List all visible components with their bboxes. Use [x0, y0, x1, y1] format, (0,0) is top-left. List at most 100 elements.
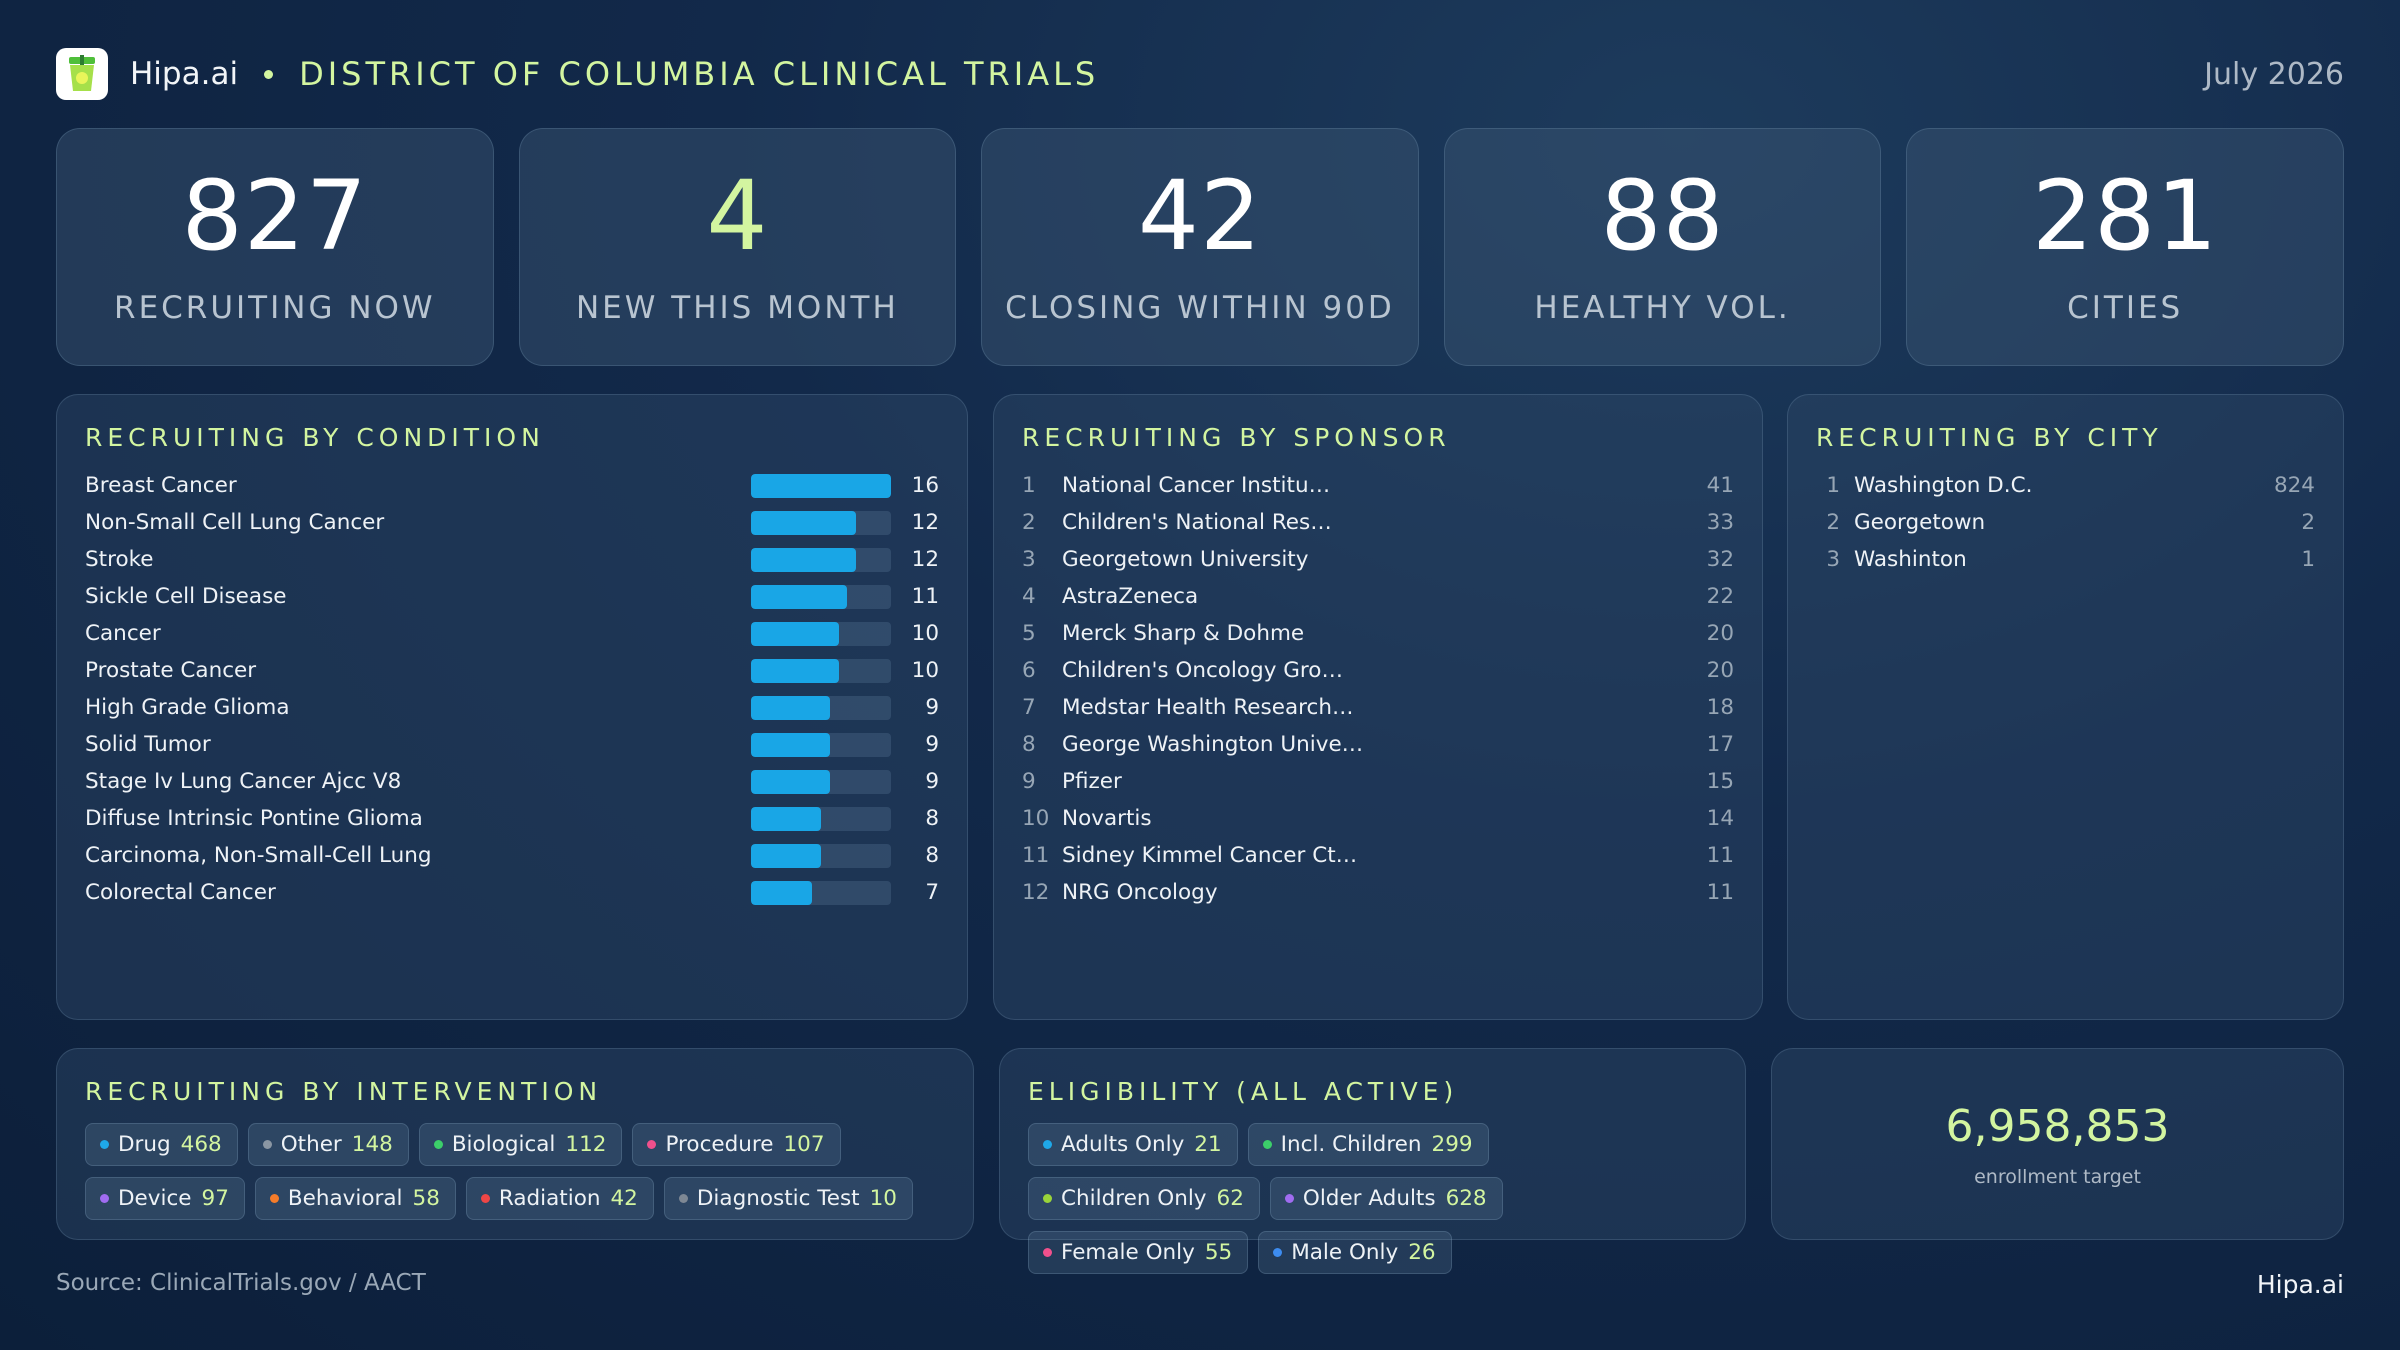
panel-title: RECRUITING BY CITY	[1816, 423, 2163, 452]
city-rank: 3	[1826, 547, 1840, 572]
condition-row: Stroke 12	[85, 541, 939, 578]
condition-bar	[751, 695, 830, 720]
sponsor-rank: 5	[1022, 621, 1036, 646]
eligibility-count: 55	[1204, 1240, 1233, 1265]
condition-bar-track	[751, 806, 891, 831]
eligibility-count: 628	[1445, 1186, 1487, 1211]
intervention-label: Procedure	[665, 1132, 774, 1157]
dot-icon	[1043, 1140, 1052, 1149]
city-name: Georgetown	[1854, 510, 1986, 535]
intervention-chip: Drug 468	[85, 1123, 238, 1166]
brand-name: Hipa.ai	[130, 56, 239, 92]
intervention-chip: Behavioral 58	[254, 1177, 456, 1220]
condition-bar	[751, 510, 856, 535]
eligibility-chip: Male Only 26	[1258, 1231, 1452, 1274]
eligibility-label: Children Only	[1061, 1186, 1207, 1211]
eligibility-count: 26	[1408, 1240, 1436, 1265]
condition-count: 12	[911, 510, 939, 535]
condition-count: 9	[925, 769, 939, 794]
eligibility-label: Adults Only	[1061, 1132, 1185, 1157]
kpi-new-this-month: 4 NEW THIS MONTH	[518, 128, 957, 366]
intervention-label: Other	[280, 1132, 342, 1157]
eligibility-count: 299	[1431, 1132, 1473, 1157]
enrollment-panel: 6,958,853 enrollment target	[1771, 1048, 2344, 1240]
condition-bar	[751, 880, 813, 905]
sponsor-name: Georgetown University	[1062, 547, 1309, 572]
city-rank: 1	[1826, 473, 1840, 498]
city-count: 1	[2301, 547, 2315, 572]
kpi-label: CITIES	[2067, 290, 2184, 326]
eligibility-label: Older Adults	[1302, 1186, 1436, 1211]
kpi-value: 42	[1137, 160, 1263, 272]
condition-count: 9	[925, 695, 939, 720]
eligibility-label: Male Only	[1291, 1240, 1399, 1265]
city-name: Washinton	[1854, 547, 1967, 572]
sponsor-rank: 4	[1022, 584, 1036, 609]
eligibility-chip: Children Only 62	[1028, 1177, 1260, 1220]
sponsor-row: 3 Georgetown University 32	[1022, 541, 1734, 578]
intervention-chip: Radiation 42	[465, 1177, 654, 1220]
sponsor-name: Novartis	[1062, 806, 1152, 831]
sponsor-row: 5 Merck Sharp & Dohme 20	[1022, 615, 1734, 652]
condition-name: Cancer	[85, 621, 161, 646]
sponsor-count: 11	[1706, 880, 1734, 905]
condition-bar-track	[751, 769, 891, 794]
intervention-count: 97	[201, 1186, 229, 1211]
city-list: 1 Washington D.C. 824 2 Georgetown 2 3 Washinto…	[1816, 467, 2315, 578]
sponsor-count: 33	[1706, 510, 1734, 535]
eligibility-chips: Adults Only 21 Incl. Children 299 Children O…	[1028, 1123, 1725, 1274]
city-row: 2 Georgetown 2	[1816, 504, 2315, 541]
condition-name: High Grade Glioma	[85, 695, 290, 720]
intervention-count: 107	[783, 1132, 825, 1157]
city-rank: 2	[1826, 510, 1840, 535]
sponsor-row: 10 Novartis 14	[1022, 800, 1734, 837]
eligibility-count: 62	[1216, 1186, 1244, 1211]
condition-bar-track	[751, 658, 891, 683]
kpi-cities: 281 CITIES	[1906, 128, 2344, 366]
intervention-label: Diagnostic Test	[696, 1186, 860, 1211]
condition-bar	[751, 584, 848, 609]
condition-count: 16	[911, 473, 939, 498]
sponsor-rank: 11	[1022, 843, 1050, 868]
intervention-label: Radiation	[498, 1186, 601, 1211]
condition-bar-track	[751, 843, 891, 868]
condition-name: Breast Cancer	[85, 473, 237, 498]
condition-name: Non-Small Cell Lung Cancer	[85, 510, 385, 535]
sponsor-name: Sidney Kimmel Cancer Ct…	[1062, 843, 1358, 868]
dot-icon	[1262, 1140, 1272, 1149]
intervention-panel: RECRUITING BY INTERVENTION Drug 468 Other 1…	[56, 1048, 974, 1240]
sponsor-name: Pfizer	[1062, 769, 1122, 794]
eligibility-count: 21	[1194, 1132, 1222, 1157]
condition-count: 7	[925, 880, 939, 905]
sponsor-count: 41	[1706, 473, 1734, 498]
eligibility-label: Incl. Children	[1280, 1132, 1422, 1157]
dot-icon	[269, 1194, 279, 1203]
dot-icon	[1284, 1194, 1294, 1203]
sponsor-count: 20	[1706, 658, 1734, 683]
dot-icon	[100, 1194, 109, 1203]
condition-bar	[751, 621, 839, 646]
city-name: Washington D.C.	[1854, 473, 2033, 498]
condition-bar	[751, 732, 830, 757]
sponsor-rank: 7	[1022, 695, 1036, 720]
city-count: 2	[2301, 510, 2315, 535]
condition-bar-track	[751, 510, 891, 535]
condition-count: 8	[925, 806, 939, 831]
condition-row: Non-Small Cell Lung Cancer 12	[85, 504, 939, 541]
city-row: 3 Washinton 1	[1816, 541, 2315, 578]
sponsor-row: 4 AstraZeneca 22	[1022, 578, 1734, 615]
sponsor-row: 12 NRG Oncology 11	[1022, 874, 1734, 911]
eligibility-panel: ELIGIBILITY (ALL ACTIVE) Adults Only 21 In…	[999, 1048, 1746, 1274]
condition-bar-track	[751, 621, 891, 646]
intervention-count: 58	[412, 1186, 440, 1211]
page-title: DISTRICT OF COLUMBIA CLINICAL TRIALS	[299, 55, 1100, 93]
condition-row: Stage Iv Lung Cancer Ajcc V8 9	[85, 763, 939, 800]
sponsor-count: 32	[1706, 547, 1734, 572]
condition-row: Solid Tumor 9	[85, 726, 939, 763]
kpi-row: 827 RECRUITING NOW 4 NEW THIS MONTH 42 C…	[56, 128, 2344, 366]
dot-icon	[480, 1194, 490, 1203]
dot-icon	[1273, 1248, 1283, 1257]
panel-title: ELIGIBILITY (ALL ACTIVE)	[1028, 1077, 1459, 1106]
intervention-count: 148	[351, 1132, 393, 1157]
condition-bar	[751, 806, 821, 831]
